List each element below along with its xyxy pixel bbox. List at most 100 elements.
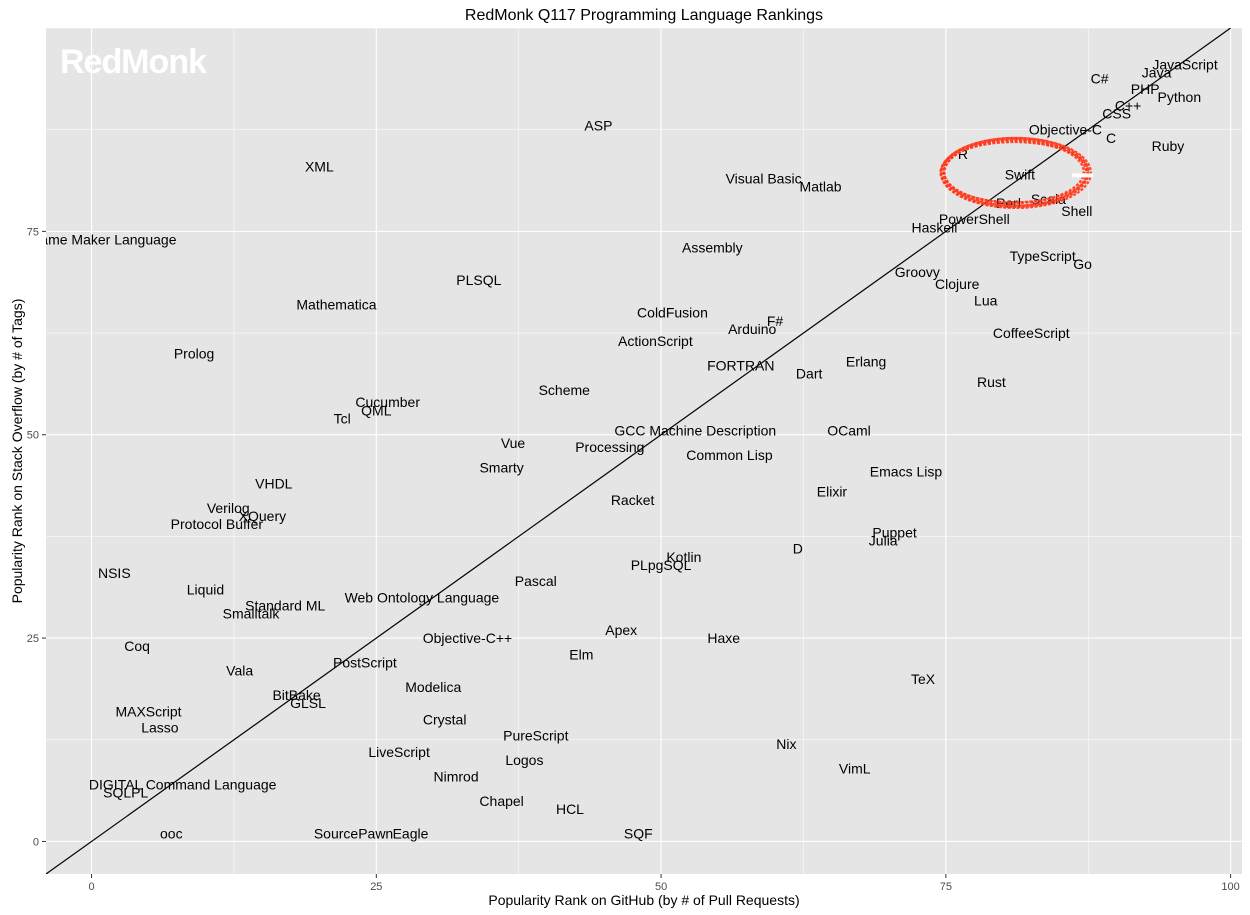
y-tick-label: 0 [33,836,39,848]
point-label-xquery: XQuery [239,508,286,524]
point-label-smalltalk: Smalltalk [223,606,281,622]
point-label-maxscript: MAXScript [115,703,181,719]
point-label-swift: Swift [1005,166,1035,182]
point-label-python: Python [1158,89,1202,105]
point-label-sqlpl: SQLPL [103,785,148,801]
point-label-processing: Processing [575,439,644,455]
point-label-nix: Nix [776,736,796,752]
highlight-ellipse-stroke [939,136,1092,210]
point-label-erlang: Erlang [846,354,886,370]
point-label-vhdl: VHDL [255,476,293,492]
point-label-crystal: Crystal [423,711,467,727]
x-tick-label: 100 [1221,881,1239,893]
point-label-asp: ASP [584,118,612,134]
point-label-bitbake: BitBake [272,687,320,703]
y-axis-title: Popularity Rank on Stack Overflow (by # … [9,299,25,604]
watermark-logo: RedMonk [60,43,207,81]
point-label-qml: QML [361,402,392,418]
point-label-lasso: Lasso [141,720,179,736]
point-label-racket: Racket [611,492,655,508]
point-label-haxe: Haxe [707,630,740,646]
point-label-php: PHP [1131,81,1160,97]
point-label-go: Go [1073,256,1092,272]
point-label-objective-c: Objective-C++ [423,630,512,646]
point-label-coffeescript: CoffeeScript [993,325,1070,341]
point-label-liquid: Liquid [187,581,224,597]
point-label-sourcepawn: SourcePawn [314,825,393,841]
y-tick-label: 50 [27,430,39,442]
point-label-scheme: Scheme [539,382,591,398]
point-label-visual-basic: Visual Basic [726,170,802,186]
point-label-livescript: LiveScript [368,744,430,760]
point-label-protocol-buffer: Protocol Buffer [171,516,264,532]
x-tick-label: 25 [370,881,382,893]
point-label-elm: Elm [569,646,593,662]
point-label-pascal: Pascal [515,573,557,589]
point-label-c: C++ [1115,97,1141,113]
point-label-vala: Vala [226,663,253,679]
point-label-glsl: GLSL [290,695,326,711]
x-axis-title: Popularity Rank on GitHub (by # of Pull … [488,892,799,908]
point-label-ocaml: OCaml [827,423,871,439]
point-label-javascript: JavaScript [1152,57,1217,73]
point-label-java: Java [1142,65,1172,81]
point-label-eagle: Eagle [393,825,429,841]
point-label-emacs-lisp: Emacs Lisp [870,463,943,479]
plot-panel [46,28,1242,874]
point-label-actionscript: ActionScript [618,333,693,349]
reference-line-group [46,28,1231,874]
point-label-elixir: Elixir [817,484,848,500]
point-label-arduino: Arduino [728,321,776,337]
point-label-coldfusion: ColdFusion [637,305,708,321]
point-label-clojure: Clojure [935,276,980,292]
chart-title: RedMonk Q117 Programming Language Rankin… [465,7,823,24]
point-label-r: R [958,146,968,162]
x-tick-label: 50 [655,881,667,893]
point-label-julia: Julia [869,532,898,548]
point-label-web-ontology-language: Web Ontology Language [345,589,500,605]
point-label-ruby: Ruby [1152,138,1185,154]
point-label-dart: Dart [796,366,823,382]
point-label-tex: TeX [911,671,936,687]
grid [46,27,1242,874]
point-label-vue: Vue [501,435,526,451]
point-label-typescript: TypeScript [1010,248,1076,264]
point-label-ooc: ooc [160,825,183,841]
point-label-plpgsql: PLpgSQL [631,557,692,573]
point-label-sqf: SQF [624,825,653,841]
point-label-digital-command-language: DIGITAL Command Language [89,777,277,793]
point-label-fortran: FORTRAN [707,358,774,374]
point-label-apex: Apex [605,622,637,638]
point-label-plsql: PLSQL [456,272,501,288]
point-label-shell: Shell [1061,203,1092,219]
point-label-powershell: PowerShell [939,211,1010,227]
point-label-mathematica: Mathematica [296,297,376,313]
point-label-nimrod: Nimrod [433,768,478,784]
highlight-group [939,136,1093,210]
point-label-kotlin: Kotlin [666,549,701,565]
point-label-nsis: NSIS [98,565,131,581]
point-label-purescript: PureScript [503,728,568,744]
highlight-ellipse-stroke [939,141,1090,204]
point-label-objective-c: Objective-C [1029,122,1102,138]
point-label-cucumber: Cucumber [355,394,420,410]
point-label-game-maker-language: Game Maker Language [29,232,176,248]
x-tick-label: 75 [940,881,952,893]
point-label-verilog: Verilog [207,500,250,516]
point-label-chapel: Chapel [479,793,523,809]
point-label-matlab: Matlab [800,179,842,195]
highlight-ellipse-stroke [943,138,1088,207]
point-label-rust: Rust [977,374,1006,390]
reference-line [46,28,1231,874]
point-label-assembly: Assembly [682,240,743,256]
x-tick-label: 0 [88,881,94,893]
point-label-modelica: Modelica [405,679,461,695]
point-label-lua: Lua [974,293,998,309]
point-label-puppet: Puppet [872,524,916,540]
point-label-f: F# [767,313,784,329]
point-label-smarty: Smarty [479,459,523,475]
point-label-prolog: Prolog [174,345,214,361]
point-label-haskell: Haskell [912,219,958,235]
point-label-common-lisp: Common Lisp [686,447,773,463]
